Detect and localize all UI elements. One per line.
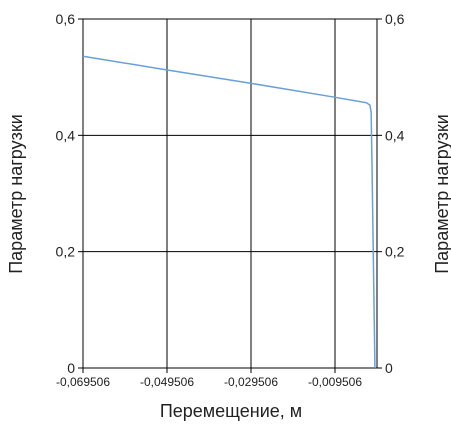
plot-frame	[82, 18, 378, 369]
series-line	[82, 55, 376, 369]
plot-area	[82, 18, 378, 369]
y-right-tick-label: 0	[385, 360, 393, 376]
x-axis-ticks: -0,069506 -0,049506 -0,029506 -0,009506	[56, 368, 362, 389]
y-axis-right-title: Параметр нагрузки	[432, 114, 451, 274]
grid-lines	[83, 19, 377, 368]
x-tick-label: -0,009506	[308, 375, 362, 389]
x-tick-label: -0,029506	[224, 375, 278, 389]
y-left-tick-label: 0	[67, 360, 75, 376]
y-axis-left-title: Параметр нагрузки	[6, 114, 26, 274]
y-right-tick-label: 0,2	[385, 244, 405, 260]
x-tick-label: -0,049506	[140, 375, 194, 389]
y-left-tick-label: 0,6	[56, 11, 76, 27]
series-layer	[82, 55, 376, 369]
y-axis-right-ticks: 0 0,2 0,4 0,6	[377, 11, 405, 376]
y-right-tick-label: 0,6	[385, 11, 405, 27]
x-tick-label: -0,069506	[56, 375, 110, 389]
y-axis-left-ticks: 0 0,2 0,4 0,6	[56, 11, 83, 376]
y-right-tick-label: 0,4	[385, 127, 405, 143]
y-left-tick-label: 0,2	[56, 244, 76, 260]
x-axis-title: Перемещение, м	[160, 401, 302, 421]
y-left-tick-label: 0,4	[56, 127, 76, 143]
